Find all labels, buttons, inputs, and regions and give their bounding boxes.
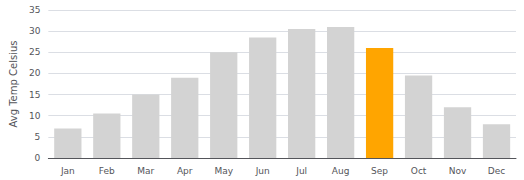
svg-text:25: 25 (29, 47, 40, 57)
svg-text:May: May (214, 166, 233, 176)
svg-text:Mar: Mar (137, 166, 154, 176)
svg-text:30: 30 (29, 26, 41, 36)
svg-text:Oct: Oct (411, 166, 427, 176)
svg-text:Nov: Nov (449, 166, 467, 176)
svg-text:Jun: Jun (255, 166, 270, 176)
svg-text:10: 10 (29, 111, 41, 121)
svg-text:35: 35 (29, 5, 40, 15)
svg-text:Aug: Aug (332, 166, 350, 176)
svg-text:15: 15 (29, 90, 40, 100)
svg-text:Sep: Sep (371, 166, 388, 176)
svg-text:Avg Temp Celsius: Avg Temp Celsius (8, 41, 19, 128)
svg-text:0: 0 (35, 153, 41, 163)
svg-text:5: 5 (35, 132, 41, 142)
svg-text:Jul: Jul (295, 166, 307, 176)
svg-text:Feb: Feb (99, 166, 115, 176)
svg-text:Dec: Dec (488, 166, 505, 176)
svg-text:Apr: Apr (177, 166, 193, 176)
svg-text:Jan: Jan (60, 166, 75, 176)
svg-text:20: 20 (29, 68, 41, 78)
